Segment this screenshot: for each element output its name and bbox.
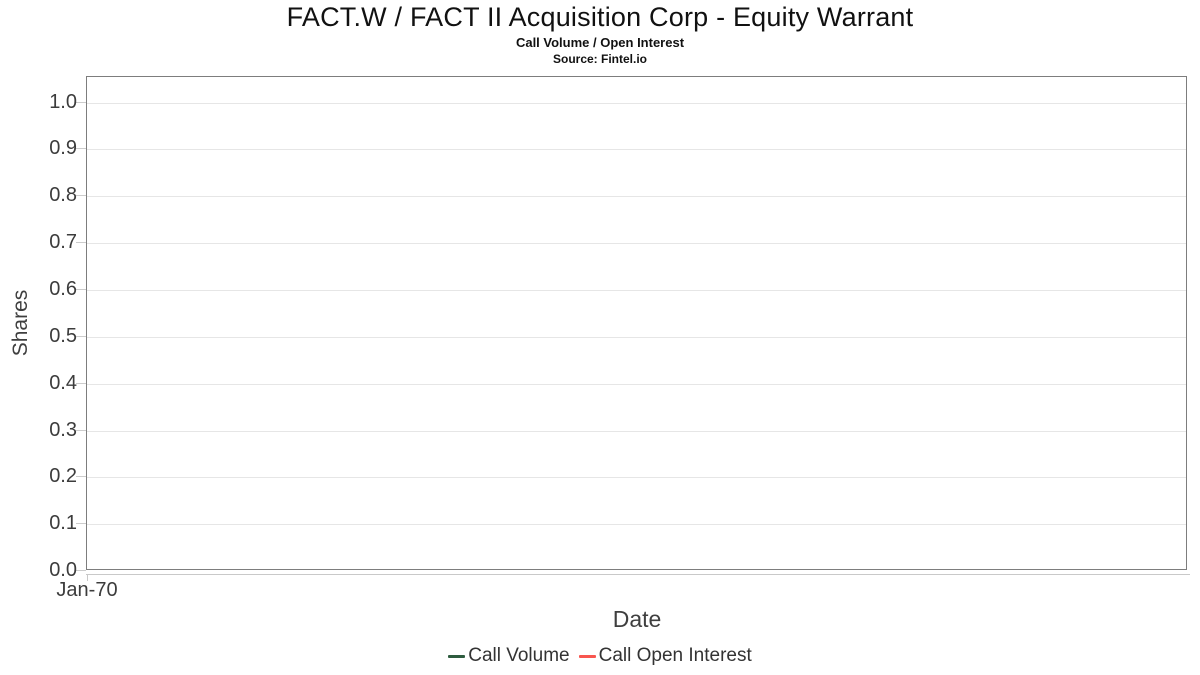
y-tick-mark xyxy=(76,476,86,478)
legend-item-call-open-interest[interactable]: Call Open Interest xyxy=(578,645,752,667)
gridline xyxy=(87,336,1186,338)
y-tick-mark xyxy=(76,289,86,290)
gridline xyxy=(87,149,1186,151)
x-axis-line xyxy=(86,574,1190,575)
gridline xyxy=(87,430,1186,432)
y-tick-label: 0.1 xyxy=(49,512,77,535)
gridline xyxy=(87,196,1186,198)
y-tick-label: 0.0 xyxy=(49,559,77,581)
gridline xyxy=(87,243,1186,245)
gridline xyxy=(87,102,1186,104)
gridline xyxy=(87,290,1186,291)
line-swatch-icon xyxy=(448,654,466,658)
y-tick-mark xyxy=(76,242,86,244)
y-tick-mark xyxy=(76,523,86,525)
legend-label: Call Volume xyxy=(468,645,570,666)
y-tick-label: 0.6 xyxy=(49,278,77,300)
line-swatch-icon xyxy=(578,654,596,658)
gridline xyxy=(87,477,1186,479)
y-tick-label: 1.0 xyxy=(49,90,77,113)
legend-item-call-volume[interactable]: Call Volume xyxy=(448,645,570,667)
y-tick-label: 0.3 xyxy=(49,418,77,441)
y-tick-label: 0.2 xyxy=(49,465,77,488)
x-tick-mark xyxy=(87,574,88,581)
gridline xyxy=(87,524,1186,526)
y-tick-mark xyxy=(76,570,86,571)
y-tick-mark xyxy=(76,335,86,337)
y-tick-mark xyxy=(76,148,86,150)
chart-source: Source: Fintel.io xyxy=(552,52,647,66)
y-tick-mark xyxy=(76,429,86,431)
gridline xyxy=(87,383,1186,385)
legend-label: Call Open Interest xyxy=(598,645,752,666)
y-tick-mark xyxy=(76,101,86,103)
y-tick-mark xyxy=(76,382,86,384)
y-tick-label: 0.7 xyxy=(49,231,77,254)
y-tick-label: 0.8 xyxy=(49,184,77,207)
plot-area xyxy=(86,76,1187,570)
chart-subtitle: Call Volume / Open Interest xyxy=(515,35,685,50)
y-tick-label: 0.5 xyxy=(49,324,77,347)
legend: Call Volume Call Open Interest xyxy=(0,645,1200,667)
y-tick-mark xyxy=(76,195,86,197)
y-tick-label: 0.4 xyxy=(49,371,77,394)
chart-title: FACT.W / FACT II Acquisition Corp - Equi… xyxy=(286,2,914,32)
y-tick-label: 0.9 xyxy=(49,137,77,160)
x-tick-label: Jan-70 xyxy=(56,579,118,601)
x-axis-title: Date xyxy=(612,606,662,632)
